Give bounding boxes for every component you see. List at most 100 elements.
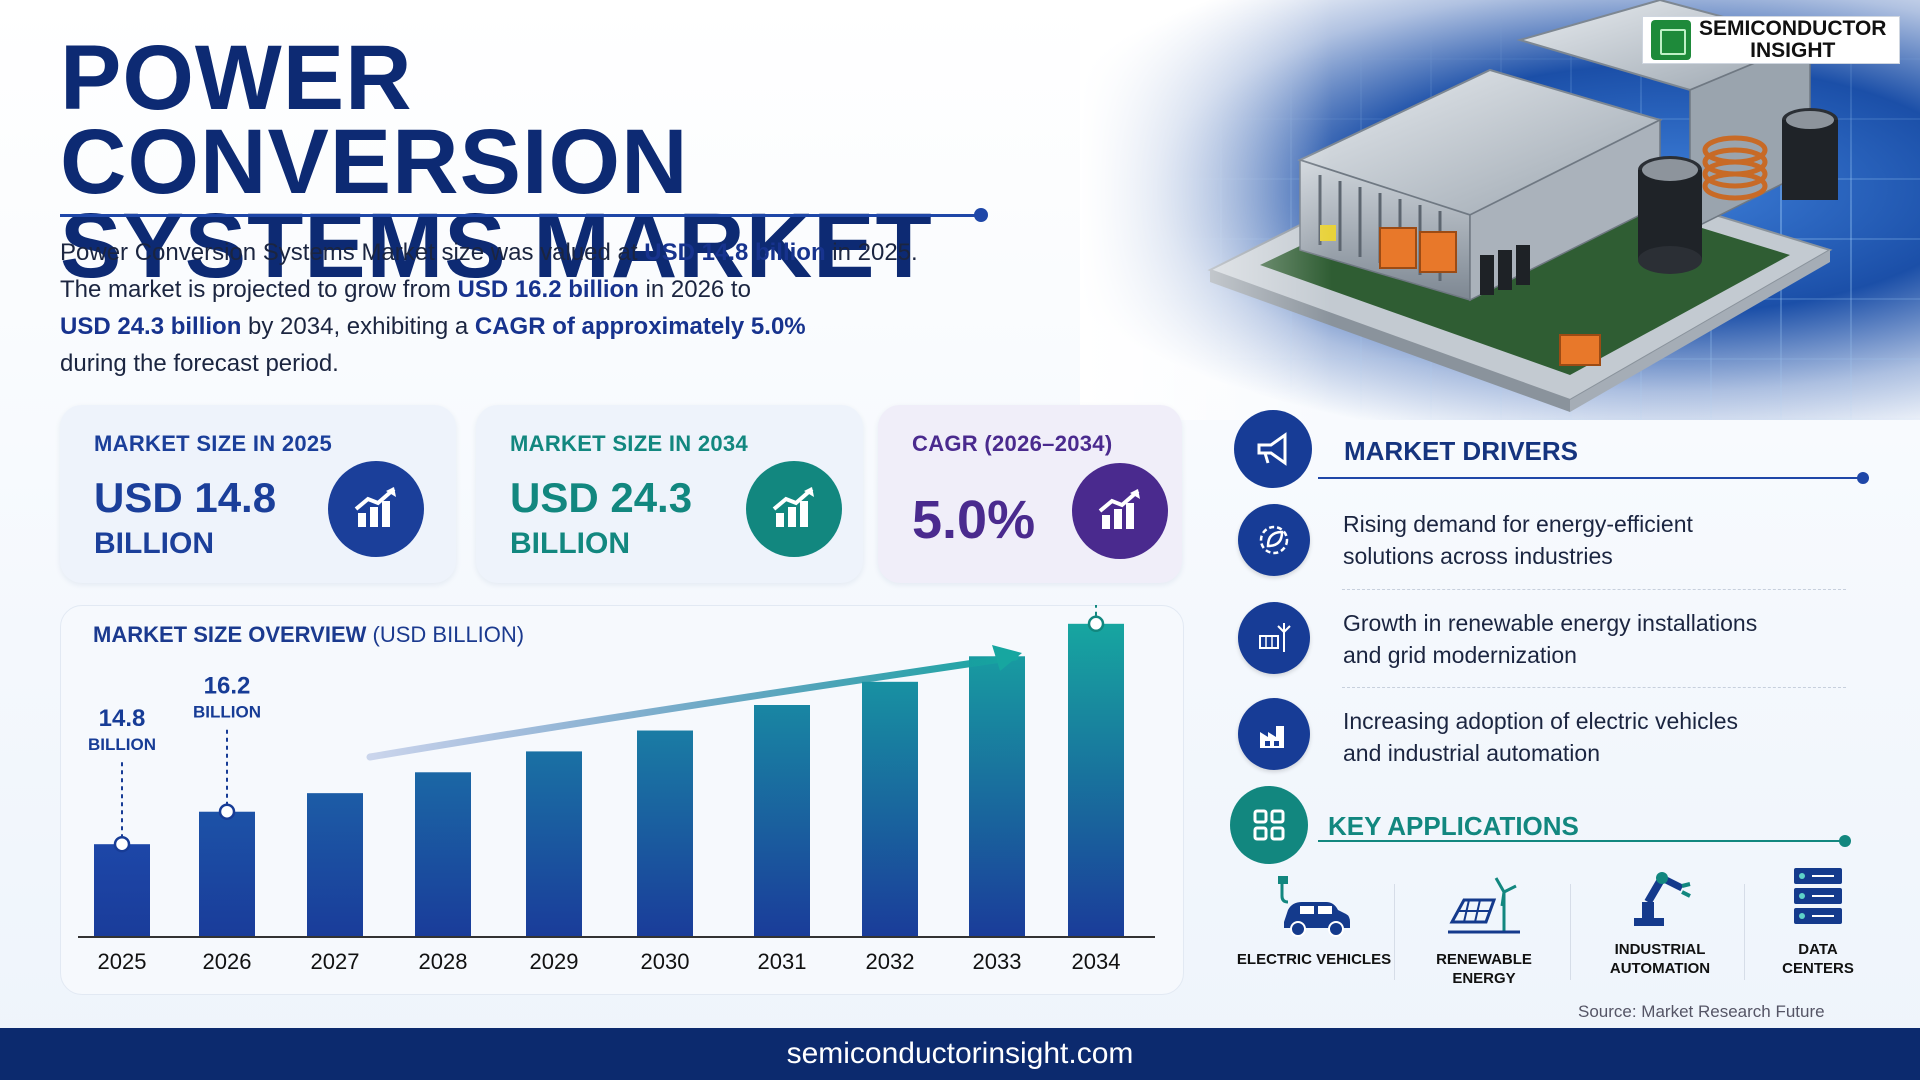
- server-icon: [1794, 868, 1842, 924]
- bar-2034: [1068, 623, 1124, 937]
- title-divider: [60, 214, 980, 217]
- data-label-value: 16.2: [204, 673, 251, 700]
- intro-highlight: CAGR of approximately 5.0%: [474, 313, 806, 340]
- bar-2029: [526, 751, 582, 937]
- growth-chart-icon: [328, 461, 424, 557]
- application-label: AUTOMATION: [1609, 960, 1711, 977]
- logo-line-2: INSIGHT: [1750, 39, 1836, 62]
- intro-highlight: USD 14.8 billion: [644, 239, 826, 266]
- title-line-1: POWER CONVERSION: [60, 27, 689, 213]
- application-label: RENEWABLE ENERGY: [1436, 951, 1532, 987]
- website-link[interactable]: semiconductorinsight.com: [786, 1037, 1134, 1070]
- bar-2033: [969, 656, 1025, 937]
- x-tick-label: 2029: [530, 949, 579, 974]
- kpi-label: MARKET SIZE IN 2025: [94, 431, 332, 456]
- driver-line: Increasing adoption of electric vehicles: [1343, 708, 1739, 734]
- drivers-divider-dot: [1857, 472, 1869, 484]
- application-label: CENTERS: [1782, 960, 1854, 977]
- application-industrial-automation: INDUSTRIAL AUTOMATION: [1580, 862, 1740, 978]
- intro-text: in 2025.: [825, 239, 918, 266]
- x-tick-label: 2031: [758, 949, 807, 974]
- leaf-gear-icon: [1238, 504, 1310, 576]
- grid-apps-icon: [1230, 786, 1308, 864]
- megaphone-icon: [1234, 410, 1312, 488]
- electric-car-icon: [1278, 876, 1350, 937]
- trend-arrow-head: [992, 645, 1022, 671]
- factory-icon: [1238, 698, 1310, 770]
- intro-text: Power Conversion Systems Market size was…: [60, 239, 645, 266]
- driver-line: Growth in renewable energy installations: [1343, 610, 1758, 636]
- drivers-divider: [1318, 477, 1862, 479]
- kpi-card-market-2025: MARKET SIZE IN 2025 USD 14.8 BILLION: [60, 405, 456, 583]
- kpi-unit: BILLION: [94, 527, 214, 560]
- kpi-value: 5.0%: [912, 490, 1036, 550]
- driver-text: Increasing adoption of electric vehicles…: [1343, 705, 1738, 769]
- applications-title: KEY APPLICATIONS: [1328, 811, 1579, 841]
- chart-title-text: MARKET SIZE OVERVIEW: [93, 622, 367, 647]
- x-tick-label: 2033: [973, 949, 1022, 974]
- source-note: Source: Market Research Future: [1578, 1002, 1825, 1021]
- driver-text: Growth in renewable energy installations…: [1343, 607, 1757, 671]
- chip-icon: [1651, 20, 1691, 60]
- data-point-marker: [113, 835, 131, 853]
- data-label-value: 14.8: [99, 705, 146, 732]
- application-separator: [1394, 884, 1395, 980]
- application-label: ELECTRIC VEHICLES: [1236, 951, 1392, 968]
- x-tick-label: 2028: [419, 949, 468, 974]
- driver-separator: [1342, 687, 1846, 688]
- kpi-unit: BILLION: [510, 527, 630, 560]
- kpi-value: USD 24.3: [510, 474, 693, 521]
- intro-paragraph: Power Conversion Systems Market size was…: [60, 234, 1020, 382]
- kpi-card-market-2034: MARKET SIZE IN 2034 USD 24.3 BILLION: [476, 405, 863, 583]
- bar-2028: [415, 772, 471, 937]
- data-point-marker: [1087, 615, 1105, 633]
- bar-2032: [862, 681, 918, 937]
- bar-2027: [307, 793, 363, 937]
- brand-logo[interactable]: SEMICONDUCTOR INSIGHT: [1642, 16, 1900, 64]
- application-separator: [1570, 884, 1571, 980]
- growth-chart-icon: [746, 461, 842, 557]
- bar-2025: [94, 844, 150, 937]
- data-label-unit: BILLION: [88, 735, 156, 754]
- intro-highlight: USD 16.2 billion: [457, 276, 639, 303]
- intro-text: in 2026 to: [638, 276, 751, 303]
- intro-text: The market is projected to grow from: [60, 276, 458, 303]
- bar-2026: [199, 811, 255, 937]
- driver-text: Rising demand for energy-efficient solut…: [1343, 508, 1693, 572]
- kpi-value: USD 14.8: [94, 474, 277, 521]
- drivers-title: MARKET DRIVERS: [1344, 436, 1579, 466]
- driver-line: Rising demand for energy-efficient: [1343, 511, 1693, 537]
- bar-2030: [637, 730, 693, 937]
- footer-bar: semiconductorinsight.com: [0, 1028, 1920, 1080]
- data-label-unit: BILLION: [193, 703, 261, 722]
- title-divider-dot: [974, 208, 988, 222]
- driver-separator: [1342, 589, 1846, 590]
- driver-line: and industrial automation: [1343, 740, 1600, 766]
- solar-panel-icon: [1448, 877, 1520, 934]
- x-tick-label: 2032: [866, 949, 915, 974]
- growth-chart-icon: [1072, 463, 1168, 559]
- bar-2031: [754, 705, 810, 937]
- x-tick-label: 2027: [311, 949, 360, 974]
- x-tick-label: 2026: [203, 949, 252, 974]
- kpi-card-cagr: CAGR (2026–2034) 5.0%: [878, 405, 1182, 583]
- robot-arm-icon: [1634, 872, 1691, 926]
- x-tick-label: 2030: [641, 949, 690, 974]
- application-separator: [1744, 884, 1745, 980]
- solar-wind-icon: [1238, 602, 1310, 674]
- kpi-label: MARKET SIZE IN 2034: [510, 431, 748, 456]
- application-label: INDUSTRIAL: [1614, 941, 1706, 958]
- x-tick-label: 2034: [1072, 949, 1121, 974]
- application-label: DATA: [1798, 941, 1838, 958]
- data-point-marker: [218, 803, 236, 820]
- intro-text: by 2034, exhibiting a: [241, 313, 475, 340]
- application-data-centers: DATA CENTERS: [1738, 862, 1898, 978]
- kpi-label: CAGR (2026–2034): [912, 431, 1113, 456]
- logo-line-1: SEMICONDUCTOR: [1699, 17, 1887, 40]
- applications-divider-dot: [1839, 835, 1851, 847]
- driver-line: solutions across industries: [1343, 543, 1613, 569]
- x-tick-label: 2025: [98, 949, 147, 974]
- application-renewable-energy: RENEWABLE ENERGY: [1404, 872, 1564, 988]
- intro-text: during the forecast period.: [60, 350, 339, 377]
